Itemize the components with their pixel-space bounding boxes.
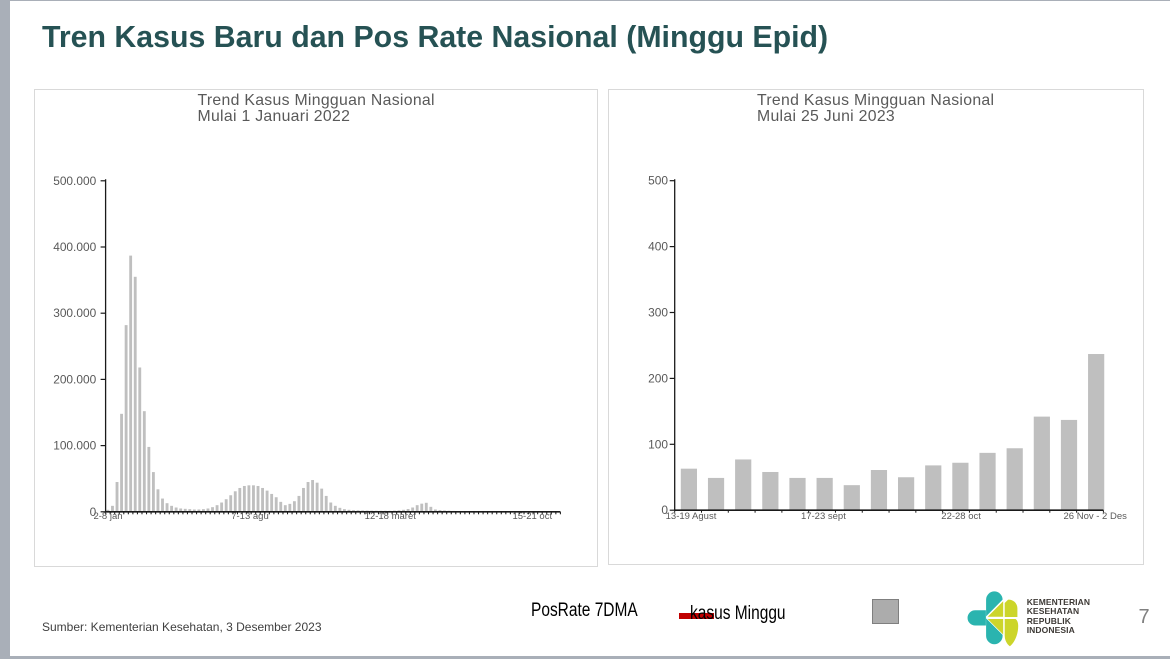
svg-text:200.000: 200.000 [53,372,96,386]
svg-text:13-19 Agust: 13-19 Agust [666,511,717,522]
svg-text:2-8 jan: 2-8 jan [93,511,122,522]
svg-text:12-18 maret: 12-18 maret [365,511,417,522]
svg-text:100: 100 [648,437,668,451]
svg-text:200: 200 [648,371,668,385]
svg-text:22-28 oct: 22-28 oct [941,511,981,522]
svg-text:400.000: 400.000 [53,240,96,254]
svg-text:300: 300 [648,306,668,320]
svg-text:15-21 oct: 15-21 oct [512,511,552,522]
svg-text:400: 400 [648,240,668,254]
svg-text:0: 0 [90,505,97,519]
svg-text:0: 0 [661,503,668,517]
svg-text:300.000: 300.000 [53,306,96,320]
svg-text:500.000: 500.000 [53,174,96,188]
svg-text:17-23 sept: 17-23 sept [801,511,846,522]
svg-text:7-13 agu: 7-13 agu [231,511,269,522]
svg-text:500: 500 [648,174,668,188]
svg-text:26 Nov - 2 Des: 26 Nov - 2 Des [1064,511,1128,522]
svg-text:100.000: 100.000 [53,439,96,453]
